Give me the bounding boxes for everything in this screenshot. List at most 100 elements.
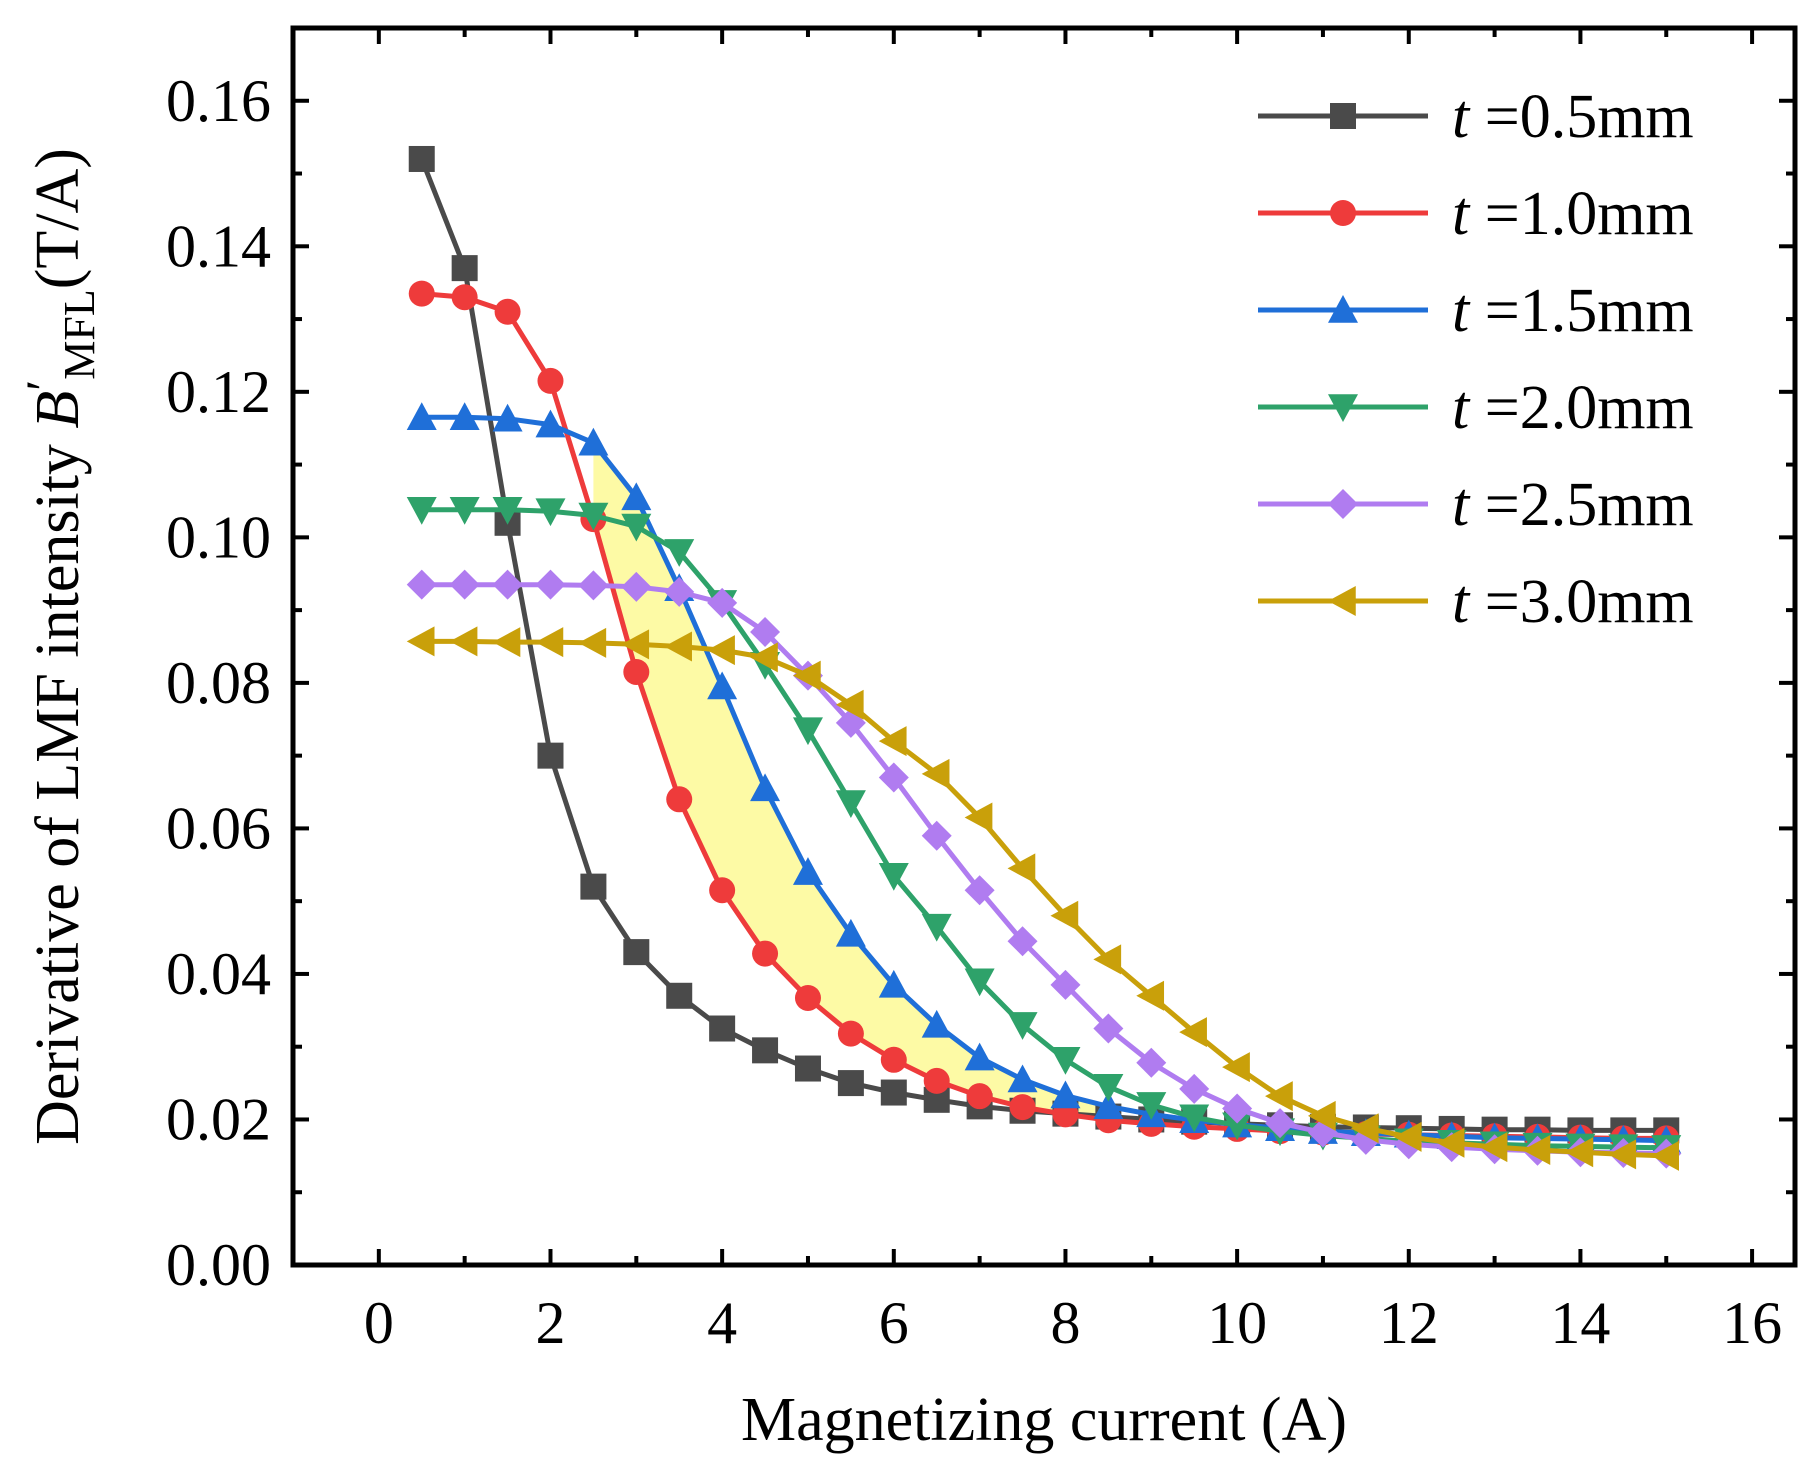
data-point <box>492 627 521 658</box>
data-point <box>1136 980 1165 1011</box>
data-point <box>921 1009 952 1038</box>
data-point <box>794 984 821 1011</box>
x-tick-label: 8 <box>1050 1290 1080 1356</box>
legend-marker <box>1328 295 1358 323</box>
data-point <box>921 913 952 942</box>
legend-label: t =2.5mm <box>1452 471 1694 539</box>
data-point <box>835 790 866 818</box>
data-point <box>878 762 909 793</box>
data-point <box>664 576 695 607</box>
data-point <box>621 513 652 542</box>
data-point <box>492 403 523 432</box>
legend-label-value: =2.0mm <box>1469 374 1693 442</box>
legend-label: t =2.0mm <box>1452 374 1694 442</box>
data-point <box>537 742 564 769</box>
legend-label: t =1.0mm <box>1452 180 1694 248</box>
data-point <box>1007 1012 1038 1040</box>
y-tick-label: 0.08 <box>166 650 271 716</box>
data-point <box>449 569 480 600</box>
data-point <box>664 631 692 662</box>
data-point <box>1007 1064 1038 1093</box>
data-point <box>449 402 480 431</box>
y-axis-title-symbol: B <box>24 391 92 429</box>
y-tick-label: 0.00 <box>166 1232 271 1298</box>
data-point <box>1136 1047 1167 1078</box>
data-point <box>1050 969 1081 1000</box>
legend-marker <box>1330 200 1356 226</box>
data-point <box>837 1020 864 1047</box>
x-axis-title: Magnetizing current (A) <box>741 1386 1347 1454</box>
data-point <box>449 496 480 525</box>
data-point <box>1265 1081 1293 1112</box>
data-point <box>1436 1127 1465 1158</box>
data-point <box>578 502 609 531</box>
x-tick-label: 0 <box>364 1290 394 1356</box>
series-6 <box>406 626 1680 1171</box>
data-point <box>535 498 566 527</box>
data-point <box>1307 1100 1336 1131</box>
data-point <box>406 626 435 657</box>
x-tick-label: 10 <box>1207 1290 1267 1356</box>
legend-entry-5: t =2.5mm <box>1258 471 1694 539</box>
y-tick-label: 0.14 <box>166 213 271 279</box>
data-point <box>964 875 995 906</box>
data-point <box>406 402 437 431</box>
legend-label-var: t <box>1452 277 1471 345</box>
y-tick-label: 0.04 <box>166 941 271 1007</box>
legend-label-value: =2.5mm <box>1469 471 1693 539</box>
data-point <box>750 642 778 673</box>
data-point <box>578 427 609 456</box>
data-point <box>1350 1113 1379 1144</box>
data-point <box>535 569 566 600</box>
legend-label-value: =3.0mm <box>1469 568 1693 636</box>
data-point <box>451 284 478 311</box>
x-tick-label: 16 <box>1722 1290 1782 1356</box>
legend-label-var: t <box>1452 374 1471 442</box>
y-tick-label: 0.10 <box>166 504 271 570</box>
legend-marker <box>1328 489 1358 519</box>
data-point <box>621 629 650 660</box>
data-point <box>1050 1047 1081 1075</box>
shaded-region <box>593 442 1109 1121</box>
legend-label-var: t <box>1452 180 1471 248</box>
data-point <box>792 857 823 885</box>
data-point <box>750 773 781 802</box>
y-axis-title-subscript: MFL <box>55 289 104 379</box>
legend-marker <box>1330 103 1356 129</box>
data-point <box>537 367 564 394</box>
data-point <box>535 409 566 438</box>
legend-entry-4: t =2.0mm <box>1258 374 1694 442</box>
data-point <box>1608 1139 1637 1170</box>
data-point <box>1393 1121 1422 1152</box>
data-point <box>964 802 993 833</box>
data-point <box>1050 900 1079 931</box>
data-point <box>578 627 607 658</box>
data-point <box>1565 1137 1594 1168</box>
data-point <box>1651 1140 1680 1171</box>
data-point <box>535 627 564 658</box>
data-point <box>835 689 864 720</box>
data-point <box>792 717 823 746</box>
data-point <box>1050 1080 1081 1109</box>
data-point <box>835 918 866 947</box>
data-point <box>1009 1094 1036 1121</box>
shaded-area <box>593 442 1109 1121</box>
data-point <box>966 1083 993 1110</box>
legend-label-value: =1.0mm <box>1469 180 1693 248</box>
data-point <box>1007 926 1038 957</box>
data-point <box>494 298 521 325</box>
data-point <box>880 1046 907 1073</box>
data-point <box>1522 1135 1551 1166</box>
legend-label: t =1.5mm <box>1452 277 1694 345</box>
data-point <box>752 1037 779 1064</box>
data-point <box>408 280 435 307</box>
data-point <box>707 635 735 666</box>
data-point <box>921 820 952 851</box>
y-axis-title: Derivative of LMF intensity B′MFL(T/A) <box>15 148 104 1145</box>
data-point <box>964 1042 995 1071</box>
data-point <box>923 1067 950 1094</box>
data-point <box>794 1055 821 1082</box>
legend-label: t =0.5mm <box>1452 83 1694 151</box>
data-point <box>406 496 437 525</box>
